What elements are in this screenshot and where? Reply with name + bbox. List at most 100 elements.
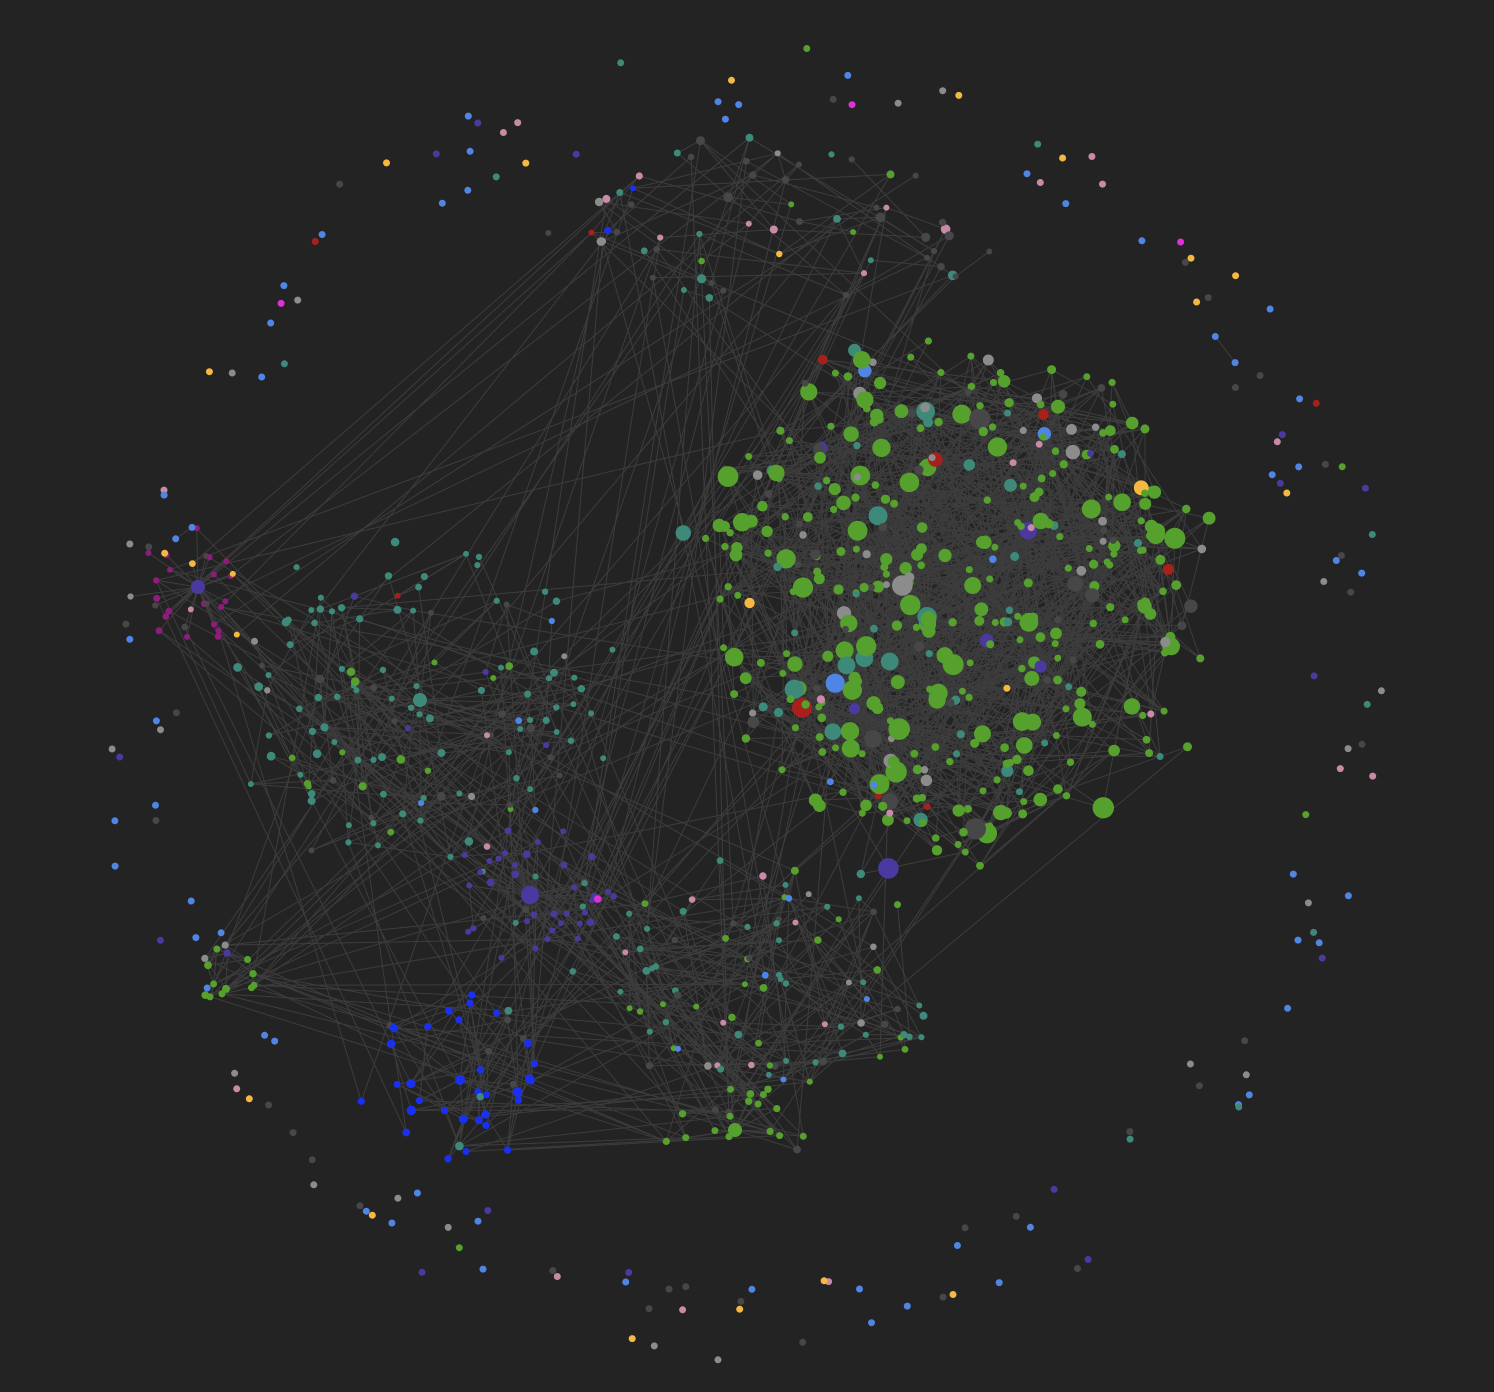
graph-node-upper-cluster[interactable]	[720, 287, 727, 294]
graph-node-lower-cluster[interactable]	[783, 1057, 790, 1064]
graph-node-plum-hub[interactable]	[218, 604, 225, 610]
graph-node-green-star[interactable]	[799, 1132, 807, 1140]
graph-node-teal-cluster[interactable]	[527, 717, 534, 724]
graph-node-upper-cluster[interactable]	[795, 218, 803, 225]
graph-node-lower-cluster[interactable]	[741, 981, 748, 988]
graph-node-main-cluster[interactable]	[880, 553, 893, 566]
graph-node-upper-cluster[interactable]	[788, 201, 795, 208]
graph-node-main-cluster[interactable]	[853, 473, 861, 481]
graph-node-lower-cluster[interactable]	[877, 1053, 883, 1060]
graph-node-lower-cluster[interactable]	[814, 936, 822, 944]
graph-node-plum-hub[interactable]	[153, 594, 161, 602]
graph-node-teal-cluster[interactable]	[477, 686, 485, 695]
graph-node-upper-cluster[interactable]	[774, 150, 781, 157]
graph-node-lower-cluster[interactable]	[671, 936, 679, 944]
graph-node-main-cluster[interactable]	[1023, 578, 1033, 588]
graph-node-orphan-ring[interactable]	[308, 1156, 316, 1164]
graph-node-main-cluster[interactable]	[1133, 539, 1143, 548]
graph-node-orphan-ring[interactable]	[464, 186, 472, 194]
graph-node-main-cluster[interactable]	[1113, 493, 1131, 512]
graph-node-lower-cluster[interactable]	[765, 1071, 772, 1078]
graph-node-lower-cluster[interactable]	[845, 979, 852, 986]
graph-node-main-cluster[interactable]	[1183, 742, 1192, 752]
graph-node-blue-cluster[interactable]	[504, 1006, 513, 1015]
graph-node-main-cluster[interactable]	[1108, 744, 1120, 757]
graph-node-lower-cluster[interactable]	[717, 1065, 725, 1073]
graph-node-upper-cluster[interactable]	[588, 229, 595, 236]
graph-node-blue-cluster[interactable]	[503, 1146, 512, 1154]
graph-node-upper-cluster[interactable]	[745, 133, 754, 142]
graph-node-main-cluster[interactable]	[991, 443, 999, 452]
graph-node-teal-cluster[interactable]	[527, 786, 534, 793]
graph-node-blue-cluster[interactable]	[519, 1035, 527, 1043]
graph-node-main-cluster[interactable]	[903, 817, 911, 825]
graph-node-main-cluster[interactable]	[870, 624, 878, 633]
graph-node-main-cluster[interactable]	[784, 679, 804, 699]
graph-node-lower-cluster[interactable]	[776, 937, 782, 944]
graph-node-plum-hub[interactable]	[191, 580, 205, 594]
graph-node-teal-cluster[interactable]	[320, 723, 329, 732]
graph-node-main-cluster[interactable]	[726, 529, 734, 537]
graph-node-main-cluster[interactable]	[1012, 754, 1022, 765]
graph-node-main-cluster[interactable]	[1031, 393, 1043, 404]
graph-node-lower-cluster[interactable]	[873, 966, 882, 974]
graph-node-teal-cluster[interactable]	[368, 814, 375, 821]
graph-node-blue-cluster[interactable]	[455, 1075, 465, 1085]
graph-node-orphan-ring[interactable]	[1126, 1135, 1134, 1143]
graph-node-orphan-ring[interactable]	[1023, 170, 1031, 178]
graph-node-purple-hub[interactable]	[550, 910, 558, 918]
graph-node-main-cluster[interactable]	[872, 580, 885, 593]
graph-node-teal-cluster[interactable]	[308, 607, 315, 614]
graph-node-orphan-ring[interactable]	[714, 1356, 722, 1364]
graph-node-teal-cluster[interactable]	[338, 665, 345, 673]
graph-node-teal-cluster[interactable]	[388, 695, 395, 702]
graph-node-main-cluster[interactable]	[757, 500, 768, 512]
graph-node-main-cluster[interactable]	[1104, 425, 1116, 436]
graph-node-plum-hub[interactable]	[153, 577, 160, 584]
graph-node-main-cluster[interactable]	[1019, 426, 1027, 435]
graph-node-main-cluster[interactable]	[926, 685, 934, 693]
graph-node-lower-cluster[interactable]	[782, 881, 789, 888]
graph-node-main-cluster[interactable]	[928, 454, 936, 462]
graph-node-lower-cluster[interactable]	[626, 1005, 633, 1012]
graph-node-teal-cluster[interactable]	[307, 790, 316, 798]
graph-node-upper-cluster[interactable]	[696, 230, 703, 238]
graph-node-orphan-ring[interactable]	[1099, 180, 1106, 188]
graph-node-main-cluster[interactable]	[912, 623, 921, 632]
graph-node-orphan-ring[interactable]	[799, 1338, 807, 1346]
graph-node-orphan-ring[interactable]	[368, 1211, 376, 1219]
graph-node-main-cluster[interactable]	[840, 722, 860, 741]
graph-node-main-cluster[interactable]	[1047, 365, 1057, 375]
graph-node-plum-hub[interactable]	[127, 593, 134, 600]
graph-node-teal-cluster[interactable]	[548, 617, 555, 625]
graph-node-main-cluster[interactable]	[920, 774, 933, 786]
graph-node-upper-cluster[interactable]	[944, 231, 954, 241]
graph-node-main-cluster[interactable]	[974, 725, 991, 743]
graph-node-main-cluster[interactable]	[964, 818, 986, 840]
graph-node-plum-hub[interactable]	[165, 607, 173, 615]
graph-node-main-cluster[interactable]	[1092, 797, 1115, 819]
graph-node-main-cluster[interactable]	[789, 588, 797, 596]
graph-node-main-cluster[interactable]	[986, 822, 994, 830]
graph-node-orphan-ring[interactable]	[1231, 384, 1239, 391]
graph-node-main-cluster[interactable]	[816, 695, 826, 704]
graph-node-plum-hub[interactable]	[155, 627, 163, 635]
graph-node-main-cluster[interactable]	[732, 513, 752, 532]
graph-node-main-cluster[interactable]	[843, 372, 853, 381]
graph-node-orphan-ring[interactable]	[1315, 939, 1323, 947]
graph-node-orphan-ring[interactable]	[318, 231, 326, 238]
graph-node-purple-hub[interactable]	[480, 915, 487, 921]
graph-node-teal-cluster[interactable]	[254, 682, 264, 691]
graph-node-main-cluster[interactable]	[866, 696, 881, 711]
graph-node-blue-cluster[interactable]	[455, 1016, 463, 1024]
graph-node-main-cluster[interactable]	[836, 547, 846, 556]
graph-node-teal-cluster[interactable]	[339, 749, 346, 756]
graph-node-main-cluster[interactable]	[749, 709, 757, 717]
graph-node-purple-hub[interactable]	[495, 855, 502, 862]
graph-node-teal-cluster[interactable]	[505, 662, 514, 670]
graph-node-orphan-ring[interactable]	[413, 1189, 421, 1197]
graph-node-blue-cluster[interactable]	[485, 1047, 492, 1055]
graph-node-main-cluster[interactable]	[882, 581, 890, 589]
graph-node-orphan-ring[interactable]	[432, 150, 440, 158]
